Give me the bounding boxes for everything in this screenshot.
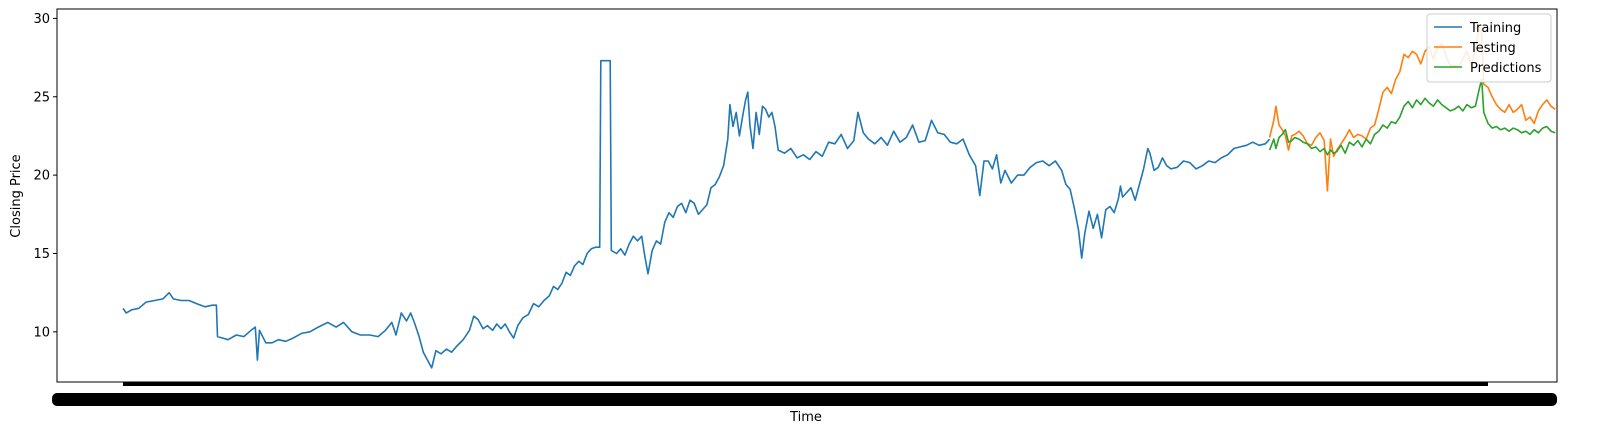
y-tick-label: 15 <box>33 247 50 262</box>
series-layer <box>122 25 1556 369</box>
series-line-training <box>122 59 1271 369</box>
x-tick-marks-dense <box>123 382 1488 386</box>
x-axis-ticks <box>52 382 1557 406</box>
legend-label-training: Training <box>1469 21 1521 36</box>
legend-label-testing: Testing <box>1469 41 1516 56</box>
series-line-predictions <box>1268 78 1556 156</box>
legend-box <box>1426 13 1552 83</box>
y-axis-label: Closing Price <box>9 154 24 237</box>
y-tick-label: 20 <box>33 169 50 184</box>
y-tick-label: 25 <box>33 90 50 105</box>
y-tick-label: 30 <box>33 12 50 27</box>
x-axis-label: Time <box>789 410 822 425</box>
legend: Training Testing Predictions <box>1426 13 1552 83</box>
y-axis-ticks: 10 15 20 25 30 <box>33 12 57 340</box>
y-tick-label: 10 <box>33 325 50 340</box>
x-tick-labels-overlapping <box>52 393 1557 406</box>
series-line-testing <box>1268 25 1556 192</box>
plot-area-frame <box>56 8 1558 383</box>
legend-label-predictions: Predictions <box>1470 61 1542 76</box>
